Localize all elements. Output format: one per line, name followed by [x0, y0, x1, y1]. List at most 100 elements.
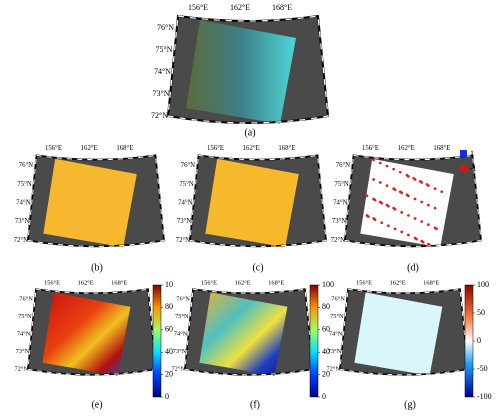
change-speck	[387, 224, 390, 228]
lat-label: 73°N	[16, 348, 30, 355]
lat-label: 73°N	[173, 348, 187, 355]
lat-label: 76°N	[19, 295, 33, 302]
lon-label: 162°E	[78, 279, 94, 286]
map-panel: 156°E 162°E 168°E 76°N 75°N 74°N 73°N 72°N	[326, 279, 469, 376]
change-speck	[427, 184, 430, 187]
colorbar-label: -100	[477, 392, 492, 401]
lat-label: 75°N	[330, 313, 344, 320]
change-speck	[407, 233, 410, 237]
lat-label: 75°N	[175, 313, 189, 320]
change-speck	[400, 230, 404, 234]
lat-label: 75°N	[334, 181, 349, 188]
lat-label: 73°N	[332, 218, 347, 225]
lon-label: 156°E	[188, 3, 208, 12]
panel-label: (a)	[244, 127, 255, 138]
colorbar-label: 80	[322, 302, 330, 311]
lon-label: 156°E	[207, 145, 224, 152]
satellite-image	[42, 292, 131, 376]
map-frame-dash	[27, 154, 165, 247]
change-speck	[407, 175, 410, 178]
colorbar-label: 0	[322, 392, 326, 401]
lat-label: 74°N	[154, 67, 171, 76]
colorbar-label: 100	[477, 280, 489, 289]
colorbar-label: -50	[477, 364, 488, 373]
panel-label: (c)	[252, 262, 263, 273]
change-speck	[373, 218, 377, 221]
panel-label: (g)	[404, 399, 416, 410]
lat-label: 73°N	[177, 218, 192, 225]
lon-label: 162°E	[243, 145, 260, 152]
lat-label: 72°N	[326, 366, 340, 373]
change-speck	[372, 178, 375, 181]
lat-label: 76°N	[336, 162, 351, 169]
colorbar-label: 10	[165, 280, 173, 289]
change-speck	[367, 215, 370, 218]
change-speck	[400, 211, 404, 214]
change-speck	[440, 190, 444, 194]
lat-label: 72°N	[151, 111, 168, 120]
change-speck	[372, 158, 375, 162]
lat-label: 76°N	[157, 23, 174, 32]
satellite-image	[205, 158, 299, 248]
lat-label: 76°N	[331, 295, 345, 302]
change-speck	[420, 181, 424, 184]
lat-label: 72°N	[171, 366, 185, 373]
lon-label: 162°E	[235, 279, 251, 286]
change-speck	[378, 161, 382, 165]
legend-label: -1	[470, 164, 477, 173]
colorbar-label: 40	[322, 347, 330, 356]
change-speck	[420, 200, 424, 204]
colorbar-label: 60	[165, 325, 173, 334]
change-speck	[413, 197, 417, 201]
lon-label: 162°E	[81, 145, 98, 152]
lon-label: 168°E	[278, 145, 295, 152]
lon-label: 156°E	[44, 279, 60, 286]
change-speck	[387, 204, 390, 208]
change-speck	[400, 191, 404, 195]
change-speck	[415, 237, 418, 241]
change-speck	[420, 220, 424, 223]
satellite-image	[186, 20, 296, 124]
map-frame-dash	[344, 154, 482, 247]
lon-label: 162°E	[230, 3, 250, 12]
change-speck	[393, 188, 397, 192]
map-frame-dash	[167, 15, 329, 124]
colorbar-label: 20	[165, 369, 173, 378]
lon-label: 156°E	[45, 145, 62, 152]
map-panel: 156°E 162°E 168°E 76°N 75°N 74°N 73°N 72°N	[14, 145, 165, 248]
change-speck	[435, 227, 438, 231]
colorbar	[309, 284, 319, 398]
lon-label: 162°E	[390, 279, 406, 286]
lat-label: 76°N	[181, 162, 196, 169]
change-speck	[393, 227, 397, 231]
change-speck	[433, 187, 437, 190]
map-panel: 156°E 162°E 168°E 76°N 75°N 74°N 73°N 72°N	[171, 279, 314, 376]
colorbar-label: 100	[322, 280, 334, 289]
colorbar-label: 80	[165, 302, 173, 311]
lon-label: 162°E	[398, 145, 415, 152]
lat-label: 74°N	[178, 200, 193, 207]
lat-label: 75°N	[18, 313, 32, 320]
lat-label: 73°N	[153, 89, 170, 98]
map-panel: 156°E 162°E 168°E 76°N 75°N 74°N 73°N 72°N	[176, 145, 327, 248]
colorbar-label: 50	[477, 308, 485, 317]
colorbar-label: 0	[477, 336, 481, 345]
panel-label: (e)	[91, 399, 102, 410]
change-speck	[373, 198, 377, 202]
satellite-image	[360, 158, 454, 248]
change-speck	[385, 164, 389, 168]
map-frame-dash	[189, 154, 327, 247]
legend-swatch	[460, 165, 467, 172]
lat-label: 74°N	[17, 330, 31, 337]
colorbar-label: 0	[165, 392, 169, 401]
change-speck	[380, 201, 384, 205]
lat-label: 75°N	[179, 181, 194, 188]
lat-label: 72°N	[176, 237, 191, 244]
lat-label: 74°N	[329, 330, 343, 337]
change-speck	[413, 178, 417, 181]
lat-label: 74°N	[333, 200, 348, 207]
map-panel: 156°E 162°E 168°E 76°N 75°N 74°N 73°N 72°N	[151, 3, 330, 124]
lat-label: 74°N	[174, 330, 188, 337]
lon-label: 168°E	[268, 279, 284, 286]
